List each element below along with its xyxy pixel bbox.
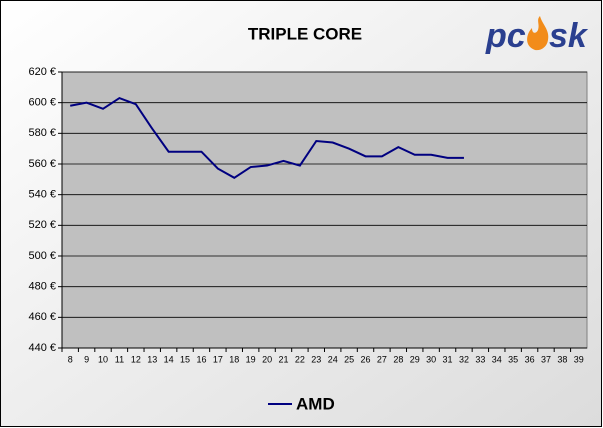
- x-tick-label: 28: [393, 354, 403, 364]
- logo-text: sk: [549, 17, 589, 55]
- x-tick-label: 38: [557, 354, 567, 364]
- chart-title: TRIPLE CORE: [248, 24, 362, 43]
- logo-text: pc: [485, 17, 526, 55]
- x-tick-label: 26: [361, 354, 371, 364]
- x-tick-label: 13: [147, 354, 157, 364]
- y-tick-label: 620 €: [28, 66, 56, 78]
- y-tick-label: 480 €: [28, 281, 56, 293]
- x-tick-label: 21: [278, 354, 288, 364]
- data-line: [70, 96, 464, 179]
- plot-area: [61, 71, 588, 349]
- x-tick-label: 30: [426, 354, 436, 364]
- y-tick-label: 540 €: [28, 189, 56, 201]
- logo-flame: [527, 16, 549, 51]
- x-tick-label: 25: [344, 354, 354, 364]
- y-tick-label: 580 €: [28, 127, 56, 139]
- x-tick-label: 36: [525, 354, 535, 364]
- y-tick-label: 520 €: [28, 219, 56, 231]
- x-tick-label: 18: [229, 354, 239, 364]
- x-tick-label: 9: [84, 354, 89, 364]
- x-tick-label: 27: [377, 354, 387, 364]
- y-tick-label: 440 €: [28, 342, 56, 354]
- x-tick-label: 14: [164, 354, 174, 364]
- x-tick-label: 37: [541, 354, 551, 364]
- legend-label: AMD: [296, 394, 335, 413]
- logo: pc sk: [485, 16, 589, 55]
- x-tick-label: 19: [246, 354, 256, 364]
- y-tick-label: 460 €: [28, 311, 56, 323]
- x-tick-label: 12: [131, 354, 141, 364]
- x-tick-label: 39: [574, 354, 584, 364]
- x-tick-label: 23: [311, 354, 321, 364]
- x-tick-label: 17: [213, 354, 223, 364]
- y-tick-label: 500 €: [28, 250, 56, 262]
- x-tick-label: 34: [492, 354, 502, 364]
- x-tick-label: 24: [328, 354, 338, 364]
- x-tick-label: 35: [508, 354, 518, 364]
- x-tick-label: 32: [459, 354, 469, 364]
- x-tick-label: 29: [410, 354, 420, 364]
- y-tick-label: 560 €: [28, 158, 56, 170]
- x-tick-label: 15: [180, 354, 190, 364]
- x-tick-label: 10: [98, 354, 108, 364]
- x-tick-label: 31: [443, 354, 453, 364]
- y-tick-label: 600 €: [28, 97, 56, 109]
- x-tick-label: 33: [475, 354, 485, 364]
- x-tick-label: 16: [196, 354, 206, 364]
- x-tick-label: 11: [115, 354, 124, 364]
- x-tick-label: 20: [262, 354, 272, 364]
- x-tick-label: 8: [68, 354, 73, 364]
- x-tick-label: 22: [295, 354, 305, 364]
